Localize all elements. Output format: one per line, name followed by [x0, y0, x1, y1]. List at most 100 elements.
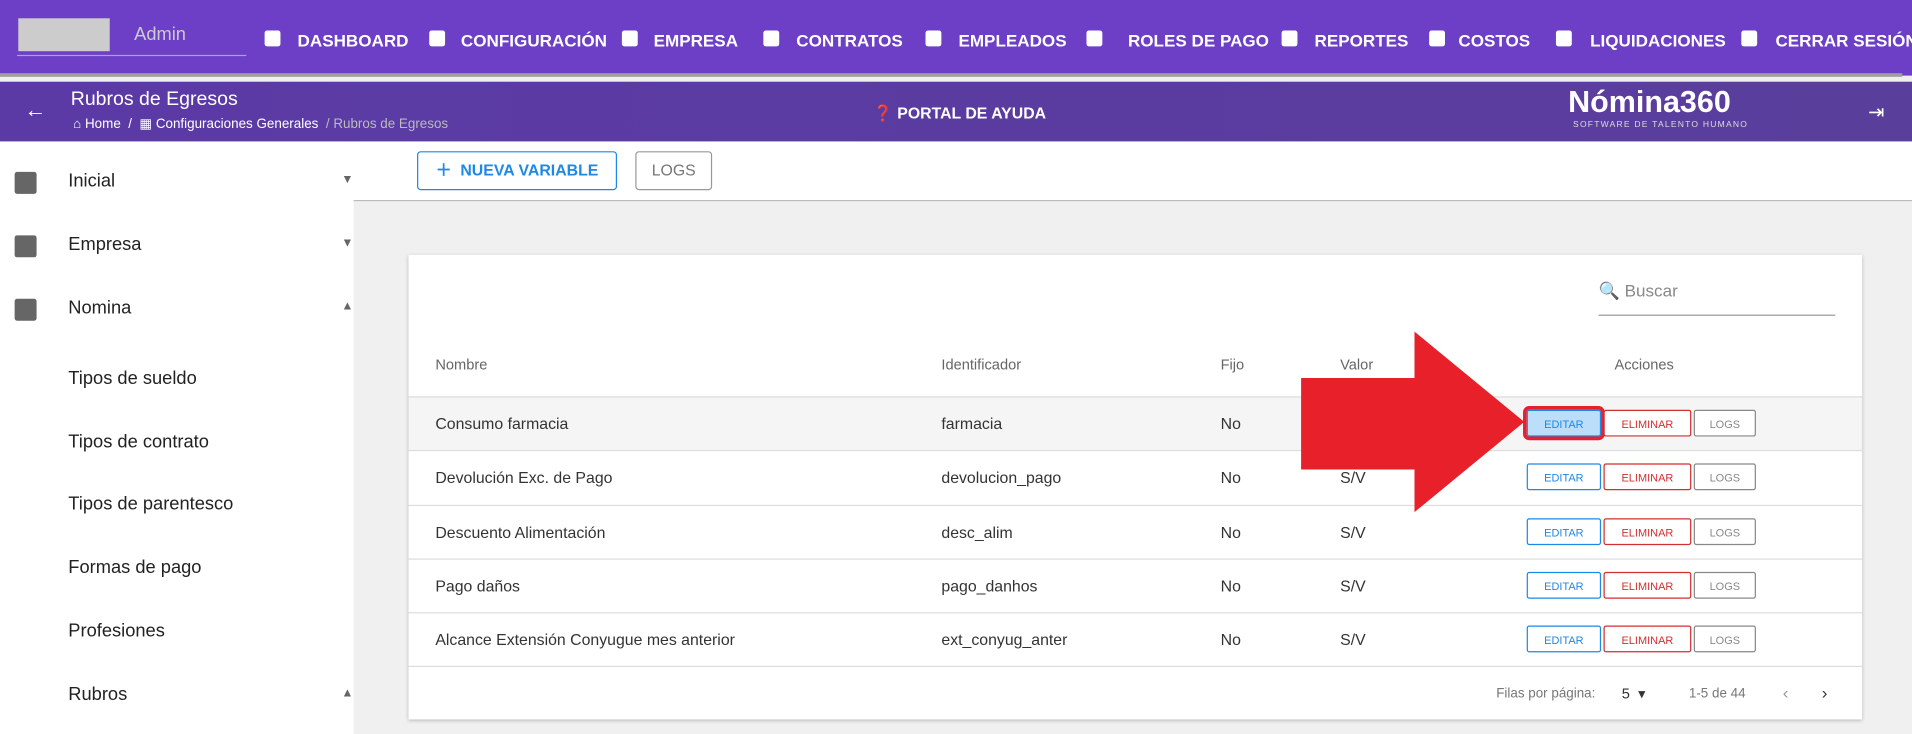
side-group[interactable]: Nomina — [68, 297, 132, 319]
action-button[interactable]: ELIMINAR — [1603, 517, 1692, 545]
column-header: Identificador — [941, 356, 1022, 374]
cell: No — [1220, 468, 1241, 487]
cell: S/V — [1340, 576, 1366, 595]
red-arrow — [1301, 331, 1525, 513]
action-button[interactable]: EDITAR — [1526, 463, 1602, 491]
next-page[interactable]: › — [1821, 682, 1828, 703]
nav-icon — [1555, 30, 1572, 47]
sidebar — [0, 141, 354, 734]
underline — [17, 54, 247, 57]
cell: pago_danhos — [941, 576, 1038, 595]
help-text: PORTAL DE AYUDA — [897, 103, 1047, 122]
side-icon — [14, 171, 37, 194]
side-item[interactable]: Profesiones — [68, 620, 165, 642]
action-button[interactable]: LOGS — [1693, 409, 1756, 437]
cell: S/V — [1340, 522, 1366, 541]
cell: No — [1220, 576, 1241, 595]
side-item[interactable]: Rubros — [68, 683, 128, 705]
action-button[interactable]: ELIMINAR — [1603, 409, 1692, 437]
action-button[interactable]: EDITAR — [1526, 625, 1602, 653]
cell: S/V — [1340, 630, 1366, 649]
action-button[interactable]: LOGS — [1693, 463, 1756, 491]
nav-icon — [1741, 30, 1758, 47]
breadcrumbs: ⌂ Home / ▦ Configuraciones Generales / R… — [73, 117, 449, 132]
table-footer-line — [408, 665, 1863, 668]
cell: Consumo farmacia — [435, 414, 569, 433]
cell: No — [1220, 522, 1241, 541]
nav-icon — [925, 30, 942, 47]
action-button[interactable]: EDITAR — [1526, 571, 1602, 599]
nav-icon — [621, 30, 638, 47]
per-page-value: 5 — [1621, 685, 1630, 703]
nav-item[interactable]: EMPRESA — [653, 30, 739, 50]
cell: No — [1220, 414, 1241, 433]
nav-item[interactable]: COSTOS — [1458, 30, 1531, 50]
nav-icon — [264, 30, 281, 47]
side-group[interactable]: Empresa — [68, 234, 142, 255]
nav-icon — [1429, 30, 1445, 47]
table-row — [408, 504, 1863, 560]
action-button[interactable]: LOGS — [1693, 517, 1756, 545]
action-button[interactable]: EDITAR — [1526, 517, 1602, 545]
nav-item[interactable]: LIQUIDACIONES — [1590, 30, 1726, 50]
crumb: Rubros de Egresos — [333, 117, 449, 132]
cell: No — [1220, 630, 1241, 649]
column-header: Valor — [1340, 356, 1374, 374]
logout-icon[interactable]: ⇥ — [1868, 102, 1885, 124]
nav-item[interactable]: CERRAR SESIÓN — [1775, 30, 1912, 50]
divider — [0, 73, 1903, 77]
chevron: ▲ — [341, 685, 354, 700]
side-item[interactable]: Tipos de parentesco — [68, 494, 234, 516]
prev-page[interactable]: ‹ — [1782, 682, 1789, 703]
side-item[interactable]: Tipos de contrato — [68, 431, 209, 453]
nav-item[interactable]: ROLES DE PAGO — [1127, 30, 1269, 50]
page-range: 1-5 de 44 — [1688, 686, 1746, 702]
action-button[interactable]: EDITAR — [1523, 406, 1605, 441]
column-header: Fijo — [1220, 356, 1245, 374]
nav-icon — [1281, 30, 1298, 47]
action-button[interactable]: ELIMINAR — [1603, 625, 1692, 653]
chevron: ▼ — [341, 236, 354, 250]
action-button[interactable]: LOGS — [1693, 625, 1756, 653]
nav-icon — [1086, 30, 1103, 47]
search-placeholder: Buscar — [1624, 280, 1678, 300]
cell: desc_alim — [941, 522, 1013, 541]
search[interactable]: 🔍 Buscar — [1598, 280, 1836, 316]
new-button[interactable]: ＋ NUEVA VARIABLE — [417, 151, 618, 191]
brand-sub: SOFTWARE DE TALENTO HUMANO — [1573, 120, 1749, 130]
logs-button[interactable]: LOGS — [635, 151, 713, 191]
rows-per-page-label: Filas por página: — [1496, 686, 1596, 702]
nav-item[interactable]: CONFIGURACIÓN — [460, 30, 607, 50]
column-header: Nombre — [435, 356, 488, 374]
side-item[interactable]: Formas de pago — [68, 557, 202, 579]
nav-item[interactable]: DASHBOARD — [297, 30, 409, 50]
avatar — [18, 18, 110, 52]
rows-per-page[interactable]: 5 ▾ — [1621, 685, 1646, 703]
crumb[interactable]: Configuraciones Generales — [155, 117, 319, 132]
help-link[interactable]: ❓ PORTAL DE AYUDA — [873, 103, 1047, 122]
nav-item[interactable]: CONTRATOS — [796, 30, 903, 50]
cell: Pago daños — [435, 576, 520, 595]
side-group[interactable]: Inicial — [68, 170, 116, 192]
column-header: Acciones — [1614, 356, 1674, 374]
cell: Devolución Exc. de Pago — [435, 468, 613, 487]
crumb[interactable]: Home — [84, 117, 121, 132]
back-button[interactable]: ← — [24, 97, 47, 122]
action-button[interactable]: ELIMINAR — [1603, 571, 1692, 599]
cell: farmacia — [941, 414, 1003, 433]
cell: Descuento Alimentación — [435, 522, 606, 541]
side-icon — [14, 298, 37, 321]
cell: ext_conyug_anter — [941, 630, 1068, 649]
side-item[interactable]: Tipos de sueldo — [68, 368, 197, 389]
nav-item[interactable]: REPORTES — [1314, 30, 1409, 50]
nav-item[interactable]: EMPLEADOS — [958, 30, 1067, 50]
chevron: ▲ — [341, 299, 354, 314]
user-role[interactable]: Admin — [134, 24, 186, 46]
new-label: NUEVA VARIABLE — [460, 160, 599, 180]
top-bar — [0, 0, 1912, 76]
action-button[interactable]: ELIMINAR — [1603, 463, 1692, 491]
page-title: Rubros de Egresos — [70, 89, 238, 110]
cell: Alcance Extensión Conyugue mes anterior — [435, 630, 735, 649]
action-button[interactable]: LOGS — [1693, 571, 1756, 599]
